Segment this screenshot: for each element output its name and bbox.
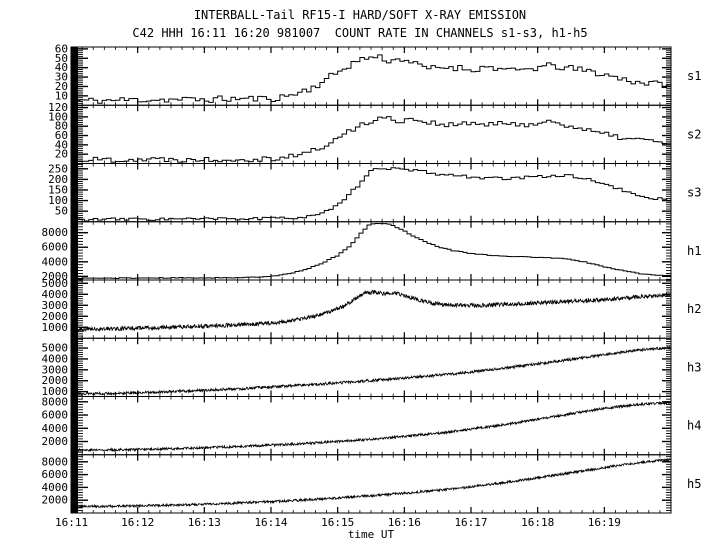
xtick-label: 16:11 [55,516,88,529]
xtick-label: 16:14 [254,516,287,529]
channel-label-s1: s1 [687,69,701,83]
channel-label-h4: h4 [687,419,701,433]
xtick-label: 16:12 [121,516,154,529]
trace-s3 [71,167,671,222]
ytick-label-h2: 1000 [42,321,69,334]
ytick-label-h3: 3000 [42,363,69,376]
channel-label-s3: s3 [687,186,701,200]
channel-label-s2: s2 [687,127,701,141]
ytick-label-s3: 150 [48,183,68,196]
ytick-label-s1: 60 [55,42,68,55]
ytick-label-s3: 200 [48,173,68,186]
ytick-label-s1: 40 [55,61,68,74]
ytick-label-h1: 8000 [42,226,69,239]
ytick-label-h3: 5000 [42,342,69,355]
ytick-label-s2: 120 [48,101,68,114]
ytick-label-h4: 8000 [42,395,69,408]
xtick-label: 16:13 [188,516,221,529]
channel-label-h2: h2 [687,302,701,316]
ytick-label-s1: 30 [55,71,68,84]
ytick-label-h5: 8000 [42,455,69,468]
ytick-label-s2: 100 [48,110,68,123]
ytick-label-s1: 50 [55,52,68,65]
ytick-label-s3: 250 [48,162,68,175]
ytick-label-h2: 2000 [42,310,69,323]
ytick-label-h2: 4000 [42,288,69,301]
trace-h3 [70,346,672,396]
ytick-label-h4: 2000 [42,435,69,448]
ytick-label-h1: 4000 [42,255,69,268]
ytick-label-s2: 40 [55,138,68,151]
ytick-label-s2: 80 [55,120,68,133]
ytick-label-h5: 4000 [42,481,69,494]
ytick-label-h4: 4000 [42,422,69,435]
trace-h2 [70,289,672,333]
ytick-label-h5: 6000 [42,468,69,481]
trace-h5 [70,457,672,509]
channel-label-h5: h5 [687,477,701,491]
xtick-label: 16:18 [521,516,554,529]
xtick-label: 16:16 [388,516,421,529]
ytick-label-h2: 5000 [42,277,69,290]
trace-s2 [71,116,671,163]
channel-label-h3: h3 [687,360,701,374]
ytick-label-s1: 10 [55,89,68,102]
ytick-label-h1: 6000 [42,241,69,254]
ytick-label-s3: 100 [48,194,68,207]
ytick-label-h5: 2000 [42,494,69,507]
ytick-label-s1: 20 [55,80,68,93]
xtick-label: 16:17 [454,516,487,529]
ytick-label-s2: 60 [55,129,68,142]
trace-s1 [71,54,671,104]
x-axis-label: time UT [347,528,395,541]
trace-h4 [70,400,672,453]
chart-subtitle: C42 HHH 16:11 16:20 981007 COUNT RATE IN… [132,26,588,40]
ytick-label-h3: 2000 [42,374,69,387]
ytick-label-s2: 20 [55,148,68,161]
ytick-label-h3: 4000 [42,352,69,365]
ytick-label-h4: 6000 [42,409,69,422]
trace-h1 [71,222,671,279]
xtick-label: 16:15 [321,516,354,529]
chart-title: INTERBALL-Tail RF15-I HARD/SOFT X-RAY EM… [193,8,527,22]
channel-label-h1: h1 [687,244,701,258]
xtick-label: 16:19 [588,516,621,529]
ytick-label-h3: 1000 [42,385,69,398]
ytick-label-s3: 50 [55,205,68,218]
ytick-label-h1: 2000 [42,270,69,283]
ytick-label-h2: 3000 [42,299,69,312]
